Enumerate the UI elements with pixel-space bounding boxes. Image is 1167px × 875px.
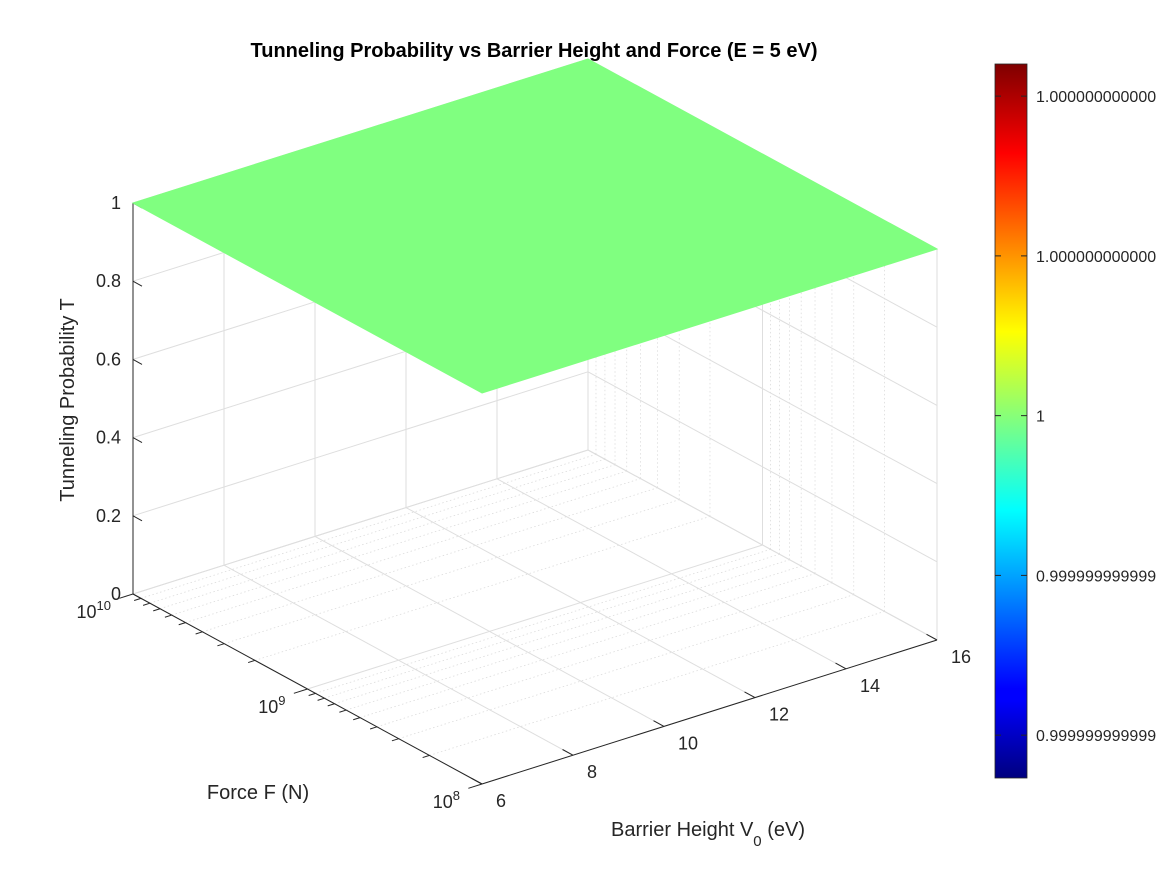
z-tick-mark xyxy=(132,280,143,287)
y-tick-exponent: 10 xyxy=(97,598,111,613)
x-tick-mark xyxy=(471,777,483,785)
z-tick-label: 1 xyxy=(111,193,121,213)
colorbar-tick-label: 1.000000000000 xyxy=(1036,249,1156,266)
colorbar-tick-label: 1.000000000000 xyxy=(1036,89,1156,106)
y-minor-tick-mark xyxy=(134,597,142,601)
grid-line-minor xyxy=(334,559,790,705)
x-axis-label-subscript: 0 xyxy=(753,833,761,850)
y-minor-tick-mark xyxy=(391,738,399,742)
x-tick-mark xyxy=(835,662,847,670)
x-tick-mark xyxy=(653,720,665,727)
y-tick-base: 10 xyxy=(258,697,278,717)
x-tick-mark xyxy=(744,691,756,699)
x-axis-line xyxy=(481,639,938,785)
y-tick-mark xyxy=(468,783,483,789)
y-tick-base: 10 xyxy=(433,792,453,812)
y-minor-tick-mark xyxy=(339,709,347,713)
grid-line-minor xyxy=(149,458,606,604)
grid-line-minor xyxy=(324,553,780,699)
y-tick-mark xyxy=(293,688,308,694)
y-tick-label: 1010 xyxy=(77,598,112,622)
y-tick-exponent: 9 xyxy=(278,693,285,708)
grid-line xyxy=(587,371,938,563)
grid-line-minor xyxy=(315,548,771,694)
x-tick-label: 16 xyxy=(951,647,971,667)
z-tick-mark xyxy=(132,593,143,600)
x-tick-mark xyxy=(926,633,938,641)
z-tick-label: 0.4 xyxy=(96,428,121,448)
z-axis-label: Tunneling Probability T xyxy=(57,298,79,501)
grid-line xyxy=(132,449,589,595)
x-axis-label: Barrier Height V0 (eV) xyxy=(611,819,805,850)
grid-line-minor xyxy=(202,487,658,633)
grid-line-minor xyxy=(254,516,711,661)
colorbar-tick-label: 0.999999999999 xyxy=(1036,728,1156,745)
y-tick-mark xyxy=(119,593,134,599)
surface-patch xyxy=(131,58,939,394)
x-axis-label-unit: (eV) xyxy=(762,819,805,841)
grid-line xyxy=(132,371,589,517)
y-minor-tick-mark xyxy=(247,659,256,664)
z-tick-label: 0.8 xyxy=(96,271,121,291)
y-minor-tick-mark xyxy=(195,631,203,635)
grid-line-minor xyxy=(346,565,802,711)
y-minor-tick-mark xyxy=(178,622,186,626)
y-tick-label: 108 xyxy=(433,788,460,812)
grid-line-minor xyxy=(159,464,616,610)
x-tick-label: 8 xyxy=(587,762,597,782)
x-tick-label: 12 xyxy=(769,705,789,725)
y-minor-tick-mark xyxy=(142,602,151,606)
y-minor-tick-mark xyxy=(153,608,161,612)
colorbar xyxy=(994,63,1028,779)
y-minor-tick-mark xyxy=(327,703,335,707)
z-tick-mark xyxy=(132,437,143,444)
y-minor-tick-mark xyxy=(369,726,378,730)
grid-line-minor xyxy=(429,611,885,756)
z-tick-label: 0.2 xyxy=(96,506,121,526)
x-tick-label: 14 xyxy=(860,676,880,696)
y-minor-tick-mark xyxy=(308,692,316,696)
y-tick-label: 109 xyxy=(258,693,285,717)
y-minor-tick-mark xyxy=(164,614,172,618)
x-tick-label: 10 xyxy=(678,733,698,753)
y-minor-tick-mark xyxy=(353,717,361,721)
grid-line xyxy=(307,544,763,690)
x-tick-mark xyxy=(562,749,574,756)
grid-line xyxy=(587,449,938,641)
y-minor-tick-mark xyxy=(422,754,430,759)
y-minor-tick-mark xyxy=(217,643,225,647)
z-tick-mark xyxy=(132,515,143,522)
colorbar-tick-label: 0.999999999999 xyxy=(1036,568,1156,585)
surface xyxy=(131,58,939,394)
chart-title: Tunneling Probability vs Barrier Height … xyxy=(251,40,818,62)
y-minor-tick-mark xyxy=(317,697,325,701)
grid-line-minor xyxy=(185,478,641,623)
colorbar-tick-label: 1 xyxy=(1036,409,1045,426)
y-axis-label: Force F (N) xyxy=(207,782,309,804)
z-tick-label: 0 xyxy=(111,584,121,604)
grid-line-minor xyxy=(376,582,833,728)
axes xyxy=(119,202,938,789)
colorbar-ticks: 0.999999999999 0.999999999999 1 1.000000000… xyxy=(995,89,1156,745)
grid-line-minor xyxy=(171,470,627,616)
grid-line-minor xyxy=(224,499,680,645)
y-tick-base: 10 xyxy=(77,602,97,622)
grid-line-minor xyxy=(359,573,816,718)
z-tick-label: 0.6 xyxy=(96,349,121,369)
x-tick-label: 6 xyxy=(496,791,506,811)
x-axis-label-text: Barrier Height V xyxy=(611,819,754,841)
grid-line-minor xyxy=(140,453,597,599)
y-tick-exponent: 8 xyxy=(453,788,460,803)
z-tick-mark xyxy=(132,358,143,365)
